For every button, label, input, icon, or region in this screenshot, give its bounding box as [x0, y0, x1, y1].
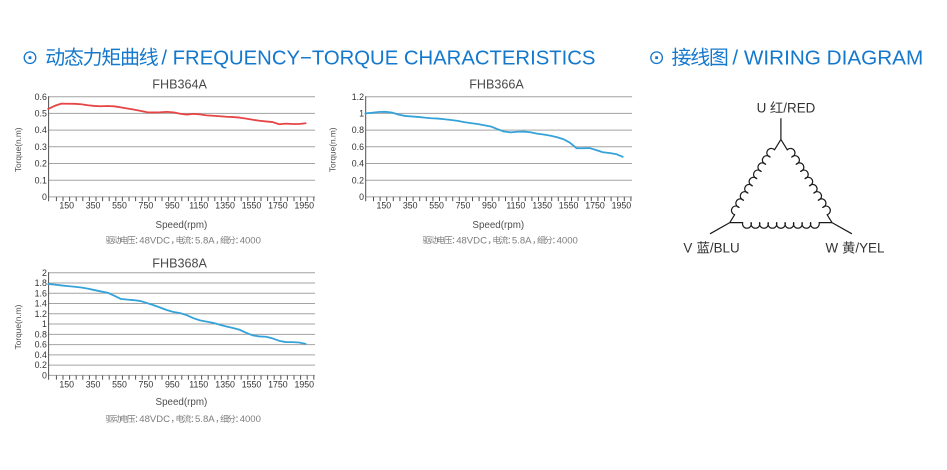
svg-text:750: 750: [456, 201, 471, 211]
svg-text:1950: 1950: [295, 380, 315, 390]
svg-text:1750: 1750: [585, 201, 605, 211]
svg-text:4000: 4000: [240, 235, 261, 246]
svg-text:950: 950: [165, 380, 180, 390]
svg-text:0.5: 0.5: [35, 109, 47, 119]
svg-text:1350: 1350: [215, 380, 235, 390]
svg-text:1.2: 1.2: [35, 309, 47, 319]
svg-text:V: V: [683, 241, 692, 256]
svg-text:0.1: 0.1: [35, 175, 47, 185]
svg-text:Torque(n.m): Torque(n.m): [13, 304, 23, 349]
svg-text:/YEL: /YEL: [855, 241, 884, 256]
svg-text:4000: 4000: [557, 235, 578, 246]
svg-text:0.6: 0.6: [352, 142, 364, 152]
svg-text:1.4: 1.4: [35, 299, 47, 309]
svg-text:FHB366A: FHB366A: [469, 78, 524, 92]
svg-text:550: 550: [112, 201, 127, 211]
svg-text:W: W: [826, 241, 839, 256]
svg-text:1150: 1150: [189, 380, 208, 390]
svg-text:0.2: 0.2: [35, 360, 47, 370]
svg-text:1950: 1950: [295, 201, 315, 211]
svg-text:1.8: 1.8: [35, 278, 47, 288]
svg-text:0.2: 0.2: [352, 175, 364, 185]
svg-text:1950: 1950: [612, 201, 632, 211]
svg-text:48VDC: 48VDC: [139, 235, 170, 246]
svg-text:2: 2: [42, 268, 47, 278]
svg-text:0.8: 0.8: [352, 125, 364, 135]
svg-text:0: 0: [42, 192, 47, 202]
svg-text:1750: 1750: [268, 380, 288, 390]
svg-text:150: 150: [59, 380, 74, 390]
svg-text:1: 1: [42, 319, 47, 329]
svg-text:750: 750: [139, 201, 154, 211]
svg-text:/RED: /RED: [783, 101, 815, 116]
svg-text:0.6: 0.6: [35, 92, 47, 102]
svg-text:Torque(n.m): Torque(n.m): [328, 127, 338, 172]
svg-text:1750: 1750: [268, 201, 288, 211]
svg-text:0.3: 0.3: [35, 142, 47, 152]
svg-text:0: 0: [359, 192, 364, 202]
svg-text:Speed(rpm): Speed(rpm): [156, 397, 208, 408]
svg-text:Torque(n.m): Torque(n.m): [13, 127, 23, 172]
svg-text:0.2: 0.2: [35, 159, 47, 169]
svg-text:1350: 1350: [532, 201, 552, 211]
svg-text:0.6: 0.6: [35, 340, 47, 350]
svg-text:150: 150: [376, 201, 391, 211]
svg-text:48VDC: 48VDC: [456, 235, 487, 246]
svg-text:5.8A: 5.8A: [195, 414, 215, 425]
svg-text:/BLU: /BLU: [710, 241, 740, 256]
svg-text:950: 950: [165, 201, 180, 211]
svg-text:48VDC: 48VDC: [139, 414, 170, 425]
svg-text:U: U: [757, 101, 767, 116]
svg-text:1150: 1150: [506, 201, 525, 211]
svg-text:Speed(rpm): Speed(rpm): [156, 220, 208, 231]
svg-text:550: 550: [429, 201, 444, 211]
svg-text:/ WIRING DIAGRAM: / WIRING DIAGRAM: [732, 46, 923, 69]
svg-text:750: 750: [139, 380, 154, 390]
svg-text:150: 150: [59, 201, 74, 211]
svg-text:1.6: 1.6: [35, 288, 47, 298]
svg-text:350: 350: [86, 201, 101, 211]
svg-text:1550: 1550: [559, 201, 579, 211]
svg-text:0.4: 0.4: [35, 350, 47, 360]
svg-text:1: 1: [359, 109, 364, 119]
svg-text:5.8A: 5.8A: [195, 235, 215, 246]
svg-text:1350: 1350: [215, 201, 235, 211]
svg-text:/ FREQUENCY−TORQUE CHARACTERIS: / FREQUENCY−TORQUE CHARACTERISTICS: [161, 47, 595, 69]
svg-text:1150: 1150: [189, 201, 208, 211]
svg-text:1550: 1550: [242, 201, 262, 211]
svg-text:FHB368A: FHB368A: [152, 257, 207, 271]
svg-text:FHB364A: FHB364A: [152, 78, 207, 92]
svg-text:0.8: 0.8: [35, 329, 47, 339]
svg-text:0.4: 0.4: [35, 125, 47, 135]
svg-text:0: 0: [42, 371, 47, 381]
svg-text:1.2: 1.2: [352, 92, 364, 102]
svg-text:1550: 1550: [242, 380, 262, 390]
svg-text:5.8A: 5.8A: [512, 235, 532, 246]
svg-text:950: 950: [482, 201, 497, 211]
svg-text:350: 350: [403, 201, 418, 211]
svg-text:550: 550: [112, 380, 127, 390]
svg-text:Speed(rpm): Speed(rpm): [472, 220, 524, 231]
svg-text:4000: 4000: [240, 414, 261, 425]
svg-text:350: 350: [86, 380, 101, 390]
svg-text:0.4: 0.4: [352, 159, 364, 169]
